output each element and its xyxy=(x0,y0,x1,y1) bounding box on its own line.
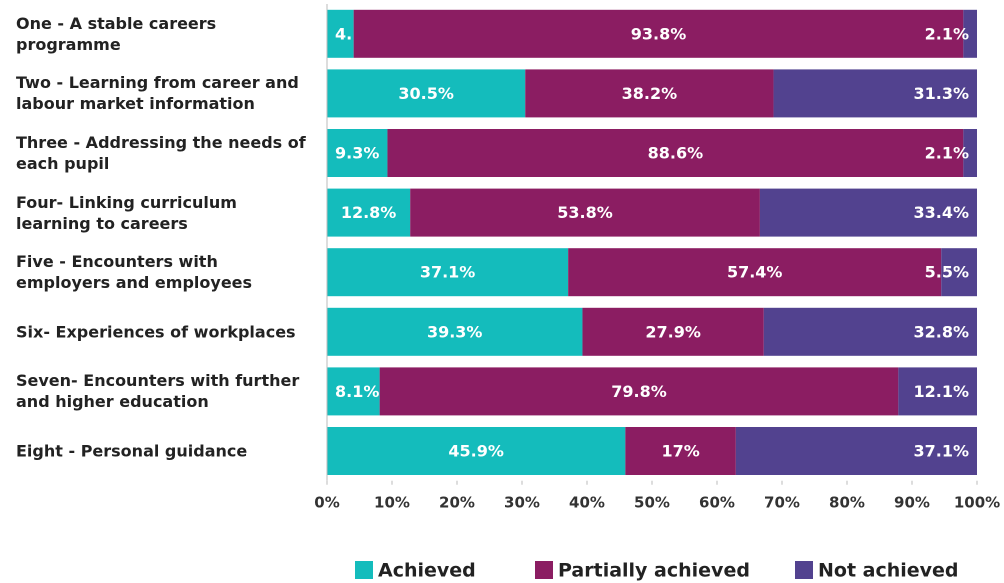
category-label: Seven- Encounters with further and highe… xyxy=(16,371,300,412)
bar-segment xyxy=(963,9,977,58)
x-tick-label: 90% xyxy=(894,494,930,512)
bar-segment xyxy=(763,307,977,356)
bar-segment xyxy=(898,367,977,416)
value-label: 37.1% xyxy=(913,442,969,461)
value-label: 27.9% xyxy=(645,322,701,341)
bar-segment xyxy=(625,427,736,475)
legend-label: Partially achieved xyxy=(558,560,750,582)
category-label: Eight - Personal guidance xyxy=(16,441,248,461)
x-tick-label: 80% xyxy=(829,494,865,512)
bar-segment xyxy=(353,9,964,58)
value-label: 17% xyxy=(661,442,699,461)
bar-segment xyxy=(327,248,569,297)
value-label: 33.4% xyxy=(913,203,969,222)
value-label: 30.5% xyxy=(398,84,454,103)
value-label: 2.1% xyxy=(925,144,969,163)
x-tick-label: 10% xyxy=(374,494,410,512)
category-label: Three - Addressing the needs of each pup… xyxy=(16,133,306,173)
bar-segment xyxy=(387,129,964,177)
x-tick-label: 30% xyxy=(504,494,540,512)
bar-segment xyxy=(941,248,977,297)
bar-segment xyxy=(327,188,411,237)
bar-segment xyxy=(735,427,977,475)
x-tick-label: 60% xyxy=(699,494,735,512)
x-tick-label: 70% xyxy=(764,494,800,512)
legend-label: Not achieved xyxy=(818,560,959,582)
bar-segment xyxy=(525,69,774,118)
category-label: Five - Encounters with employers and emp… xyxy=(16,252,253,293)
category-label: Six- Experiences of workplaces xyxy=(16,322,296,342)
value-label: 8.1% xyxy=(335,382,379,401)
value-label: 12.1% xyxy=(913,382,969,401)
x-tick-label: 40% xyxy=(569,494,605,512)
value-label: 5.5% xyxy=(925,263,969,282)
value-label: 37.1% xyxy=(420,263,476,282)
bar-segment xyxy=(327,69,526,118)
bar-segment xyxy=(327,129,388,177)
legend-swatch xyxy=(795,561,813,579)
bar-segment xyxy=(327,9,354,58)
value-label: 88.6% xyxy=(648,144,704,163)
value-label: 38.2% xyxy=(622,84,678,103)
value-label: 53.8% xyxy=(557,203,613,222)
value-label: 57.4% xyxy=(727,263,783,282)
value-label: 39.3% xyxy=(427,322,483,341)
category-label: Two - Learning from career and labour ma… xyxy=(16,73,299,114)
category-label: Four- Linking curriculum learning to car… xyxy=(16,192,237,233)
x-tick-label: 0% xyxy=(314,494,339,512)
value-label: 45.9% xyxy=(448,442,504,461)
bar-segment xyxy=(582,307,764,356)
value-label: 12.8% xyxy=(341,203,397,222)
x-tick-label: 50% xyxy=(634,494,670,512)
bar-segment xyxy=(568,248,942,297)
bar-segment xyxy=(327,367,380,416)
bar-segment xyxy=(773,69,977,118)
legend-swatch xyxy=(355,561,373,579)
bar-segment xyxy=(327,427,626,475)
value-label: 32.8% xyxy=(913,322,969,341)
value-label: 2.1% xyxy=(925,24,969,43)
x-tick-label: 20% xyxy=(439,494,475,512)
legend-item: Partially achieved xyxy=(535,560,750,582)
value-label: 31.3% xyxy=(913,84,969,103)
value-label: 9.3% xyxy=(335,144,379,163)
bar-segment xyxy=(759,188,977,237)
bar-segment xyxy=(379,367,899,416)
legend-swatch xyxy=(535,561,553,579)
bar-segment xyxy=(963,129,977,177)
bar-segment xyxy=(327,307,583,356)
bar-segment xyxy=(410,188,760,237)
x-tick-label: 100% xyxy=(954,494,1000,512)
legend-item: Achieved xyxy=(355,560,476,582)
value-label: 79.8% xyxy=(611,382,667,401)
category-label: One - A stable careers programme xyxy=(16,13,217,54)
legend-item: Not achieved xyxy=(795,560,959,582)
value-label: 93.8% xyxy=(631,24,687,43)
legend-label: Achieved xyxy=(378,560,476,582)
